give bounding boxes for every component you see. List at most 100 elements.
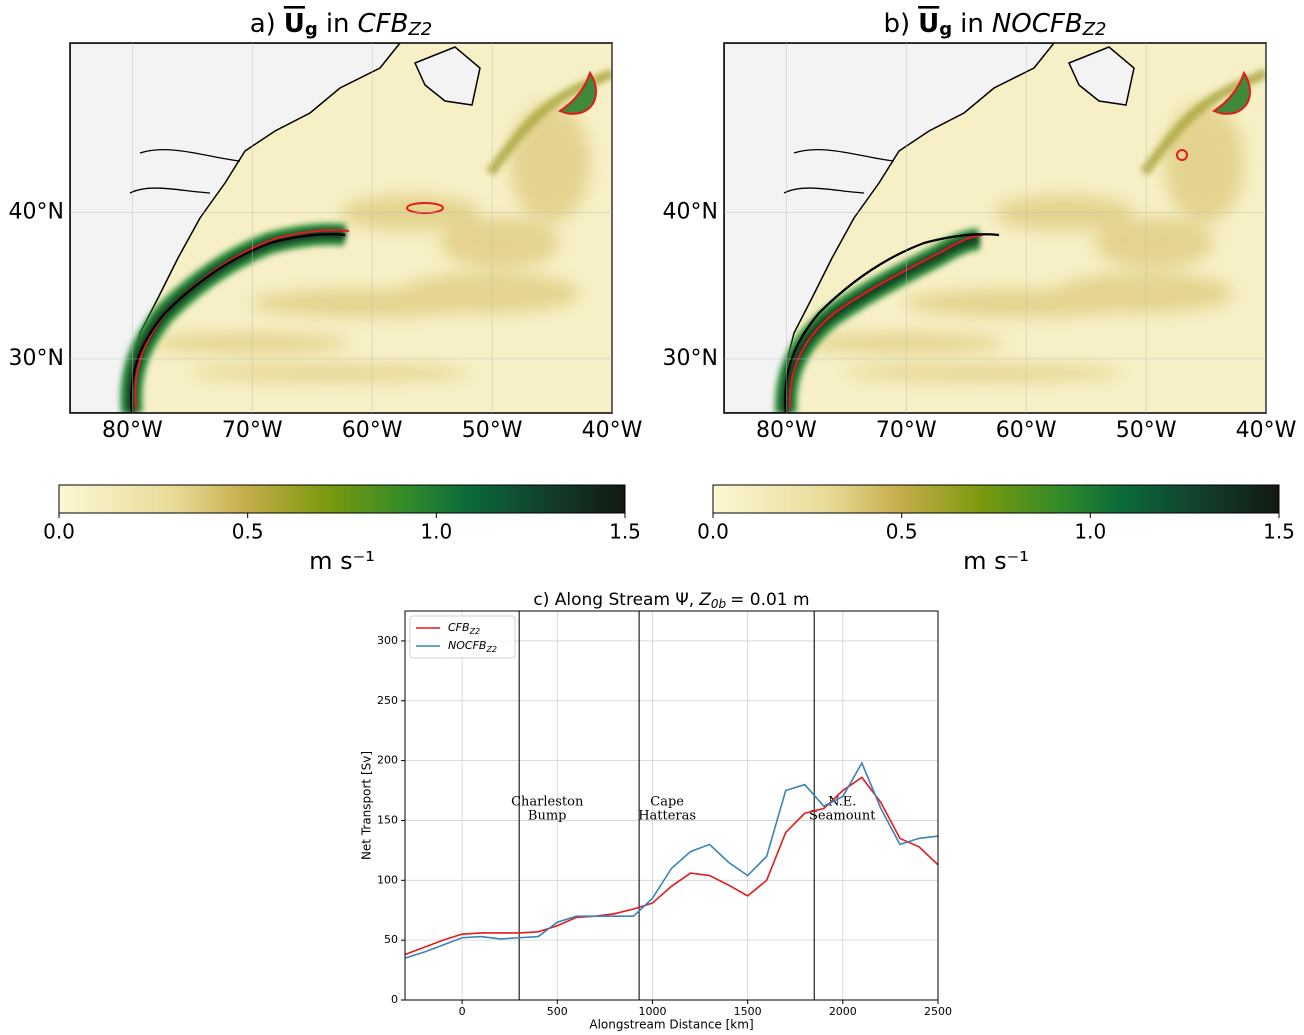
speed-blob bbox=[400, 273, 580, 313]
annotation: Hatteras bbox=[638, 809, 696, 824]
annotation: Cape bbox=[650, 795, 684, 810]
speed-blob bbox=[150, 333, 350, 353]
speed-blob bbox=[804, 333, 1004, 353]
map-title: a) Ug in CFBZ2 bbox=[250, 9, 433, 41]
x-tick-label: 0 bbox=[459, 1005, 466, 1018]
x-tick-label: 1500 bbox=[734, 1005, 762, 1018]
title-variable: U bbox=[918, 9, 939, 39]
title-run: CFB bbox=[358, 9, 409, 39]
red-contour bbox=[557, 70, 597, 115]
annotation: Bump bbox=[528, 809, 567, 824]
x-tick-label: 500 bbox=[547, 1005, 568, 1018]
title-label: a) bbox=[250, 9, 276, 39]
y-tick-label: 30°N bbox=[9, 346, 64, 371]
y-tick-label: 0 bbox=[391, 993, 398, 1006]
title-variable-sub: 0b bbox=[711, 597, 727, 611]
red-contour bbox=[1176, 149, 1188, 161]
y-tick-label: 30°N bbox=[663, 346, 718, 371]
y-tick-label: 40°N bbox=[9, 200, 64, 225]
map-area bbox=[70, 43, 612, 413]
y-tick-label: 40°N bbox=[663, 200, 718, 225]
y-tick-label: 150 bbox=[377, 813, 398, 826]
title-label: b) bbox=[883, 9, 910, 39]
x-tick-label: 60°W bbox=[996, 418, 1057, 443]
speed-blob bbox=[1094, 218, 1214, 268]
colorbar bbox=[712, 484, 1280, 514]
y-tick-label: 250 bbox=[377, 694, 398, 707]
red-contour bbox=[1211, 70, 1251, 115]
title-label: c) Along Stream Ψ, bbox=[533, 590, 694, 610]
x-axis-label: Alongstream Distance [km] bbox=[589, 1018, 753, 1032]
x-tick-label: 2500 bbox=[924, 1005, 952, 1018]
title-variable: U bbox=[284, 9, 305, 39]
speed-blob bbox=[1054, 273, 1234, 313]
y-tick-label: 100 bbox=[377, 873, 398, 886]
title-run-sub: Z2 bbox=[1082, 19, 1107, 40]
red-contour bbox=[406, 202, 444, 214]
lakes bbox=[129, 148, 241, 194]
plot-frame bbox=[404, 610, 939, 1001]
colorbar-tick-label: 0.5 bbox=[886, 520, 918, 544]
speed-blob bbox=[340, 195, 480, 231]
colorbar bbox=[58, 484, 626, 514]
x-tick-label: 40°W bbox=[1236, 418, 1297, 443]
speed-blob bbox=[844, 365, 1124, 381]
island bbox=[1067, 46, 1135, 106]
island bbox=[413, 46, 481, 106]
lakes bbox=[783, 148, 895, 194]
x-tick-label: 70°W bbox=[876, 418, 937, 443]
speed-blob bbox=[1164, 103, 1244, 223]
speed-blob bbox=[994, 195, 1134, 231]
x-tick-label: 70°W bbox=[222, 418, 283, 443]
x-tick-label: 1000 bbox=[638, 1005, 666, 1018]
speed-blob bbox=[510, 103, 590, 223]
legend-name-sub: Z2 bbox=[485, 645, 497, 654]
map-area bbox=[724, 43, 1266, 413]
black-contour bbox=[130, 233, 346, 413]
y-axis-label: Net Transport [Sv] bbox=[360, 751, 374, 860]
map-title: b) Ug in NOCFBZ2 bbox=[883, 9, 1106, 41]
colorbar-tick-label: 1.5 bbox=[1263, 520, 1295, 544]
title-rest: = 0.01 m bbox=[730, 590, 809, 610]
colorbar-unit: m s⁻¹ bbox=[309, 547, 375, 575]
title-variable: Z bbox=[698, 590, 711, 610]
colorbar-tick-label: 1.0 bbox=[1074, 520, 1106, 544]
x-tick-label: 80°W bbox=[102, 418, 163, 443]
x-tick-label: 50°W bbox=[462, 418, 523, 443]
legend-entry: NOCFBZ2 bbox=[448, 639, 497, 654]
legend-name: NOCFB bbox=[448, 639, 486, 652]
title-word: in bbox=[326, 9, 350, 39]
title-variable-sub: g bbox=[305, 19, 318, 40]
black-contour bbox=[784, 233, 1000, 413]
legend-entry: CFBZ2 bbox=[448, 621, 480, 636]
legend-box bbox=[409, 615, 516, 659]
x-tick-label: 40°W bbox=[582, 418, 643, 443]
x-tick-label: 2000 bbox=[829, 1005, 857, 1018]
colorbar-tick-label: 1.5 bbox=[609, 520, 641, 544]
chart-title: c) Along Stream Ψ, Z0b = 0.01 m bbox=[533, 590, 809, 611]
y-tick-label: 300 bbox=[377, 634, 398, 647]
speed-shading bbox=[150, 103, 590, 381]
annotation: Charleston bbox=[511, 795, 584, 810]
colorbar-tick-label: 0.5 bbox=[232, 520, 264, 544]
speed-shading bbox=[804, 103, 1244, 381]
x-tick-label: 60°W bbox=[342, 418, 403, 443]
colorbar-unit: m s⁻¹ bbox=[963, 547, 1029, 575]
colorbar-tick-label: 0.0 bbox=[697, 520, 729, 544]
title-run-sub: Z2 bbox=[407, 19, 432, 40]
legend-name-sub: Z2 bbox=[469, 627, 481, 636]
x-tick-label: 50°W bbox=[1116, 418, 1177, 443]
gulf-stream-core bbox=[781, 234, 980, 413]
series-line bbox=[404, 761, 939, 959]
annotation: Seamount bbox=[809, 809, 876, 824]
y-tick-label: 50 bbox=[384, 933, 398, 946]
title-run: NOCFB bbox=[992, 9, 1083, 39]
speed-blob bbox=[190, 365, 470, 381]
speed-blob bbox=[440, 218, 560, 268]
colorbar-tick-label: 1.0 bbox=[420, 520, 452, 544]
y-tick-label: 200 bbox=[377, 754, 398, 767]
legend-name: CFB bbox=[448, 621, 470, 634]
colorbar-tick-label: 0.0 bbox=[43, 520, 75, 544]
x-tick-label: 80°W bbox=[756, 418, 817, 443]
title-word: in bbox=[960, 9, 984, 39]
